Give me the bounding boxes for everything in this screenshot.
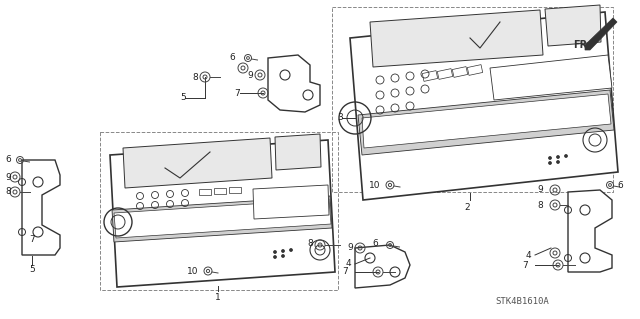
- Polygon shape: [452, 67, 468, 78]
- Circle shape: [557, 155, 559, 159]
- Polygon shape: [370, 10, 543, 67]
- Polygon shape: [199, 189, 211, 195]
- Polygon shape: [362, 94, 611, 148]
- Text: 6: 6: [372, 240, 378, 249]
- Text: 2: 2: [464, 204, 470, 212]
- Polygon shape: [114, 199, 331, 238]
- Text: 7: 7: [234, 88, 240, 98]
- Text: 5: 5: [180, 93, 186, 102]
- Polygon shape: [275, 134, 321, 170]
- Text: 9: 9: [537, 186, 543, 195]
- Circle shape: [548, 161, 552, 165]
- Text: 6: 6: [229, 53, 235, 62]
- Polygon shape: [422, 70, 438, 81]
- Text: 8: 8: [307, 240, 313, 249]
- Text: 4: 4: [345, 259, 351, 269]
- Polygon shape: [467, 65, 483, 75]
- Text: 1: 1: [215, 293, 221, 301]
- Circle shape: [282, 255, 285, 257]
- Text: 10: 10: [369, 181, 381, 189]
- Polygon shape: [253, 185, 329, 219]
- Polygon shape: [22, 160, 60, 255]
- Text: 7: 7: [342, 268, 348, 277]
- Text: 7: 7: [522, 261, 528, 270]
- Circle shape: [273, 256, 276, 258]
- Circle shape: [273, 250, 276, 254]
- Text: 10: 10: [188, 266, 199, 276]
- Polygon shape: [110, 140, 335, 287]
- Text: 4: 4: [525, 250, 531, 259]
- Polygon shape: [358, 90, 614, 155]
- Text: STK4B1610A: STK4B1610A: [495, 298, 548, 307]
- Polygon shape: [214, 188, 226, 194]
- Circle shape: [289, 249, 292, 251]
- Polygon shape: [355, 245, 410, 288]
- Polygon shape: [112, 196, 332, 242]
- Polygon shape: [123, 138, 272, 188]
- Text: 8: 8: [5, 188, 11, 197]
- Polygon shape: [568, 190, 612, 272]
- Polygon shape: [350, 12, 618, 200]
- Polygon shape: [545, 5, 601, 46]
- Text: 3: 3: [337, 114, 343, 122]
- Text: 6: 6: [5, 155, 11, 165]
- Polygon shape: [437, 69, 452, 79]
- Text: 9: 9: [347, 243, 353, 253]
- Circle shape: [282, 249, 285, 253]
- Text: 5: 5: [29, 265, 35, 275]
- Circle shape: [564, 154, 568, 158]
- Text: FR.: FR.: [573, 40, 591, 50]
- Text: 8: 8: [192, 72, 198, 81]
- Text: 9: 9: [5, 173, 11, 182]
- Text: 8: 8: [537, 201, 543, 210]
- Circle shape: [548, 157, 552, 160]
- Text: 9: 9: [247, 70, 253, 79]
- Polygon shape: [585, 18, 617, 50]
- Polygon shape: [229, 187, 241, 193]
- Circle shape: [557, 160, 559, 164]
- Polygon shape: [490, 55, 612, 100]
- Text: 7: 7: [29, 235, 35, 244]
- Text: 6: 6: [617, 181, 623, 189]
- Polygon shape: [268, 55, 320, 112]
